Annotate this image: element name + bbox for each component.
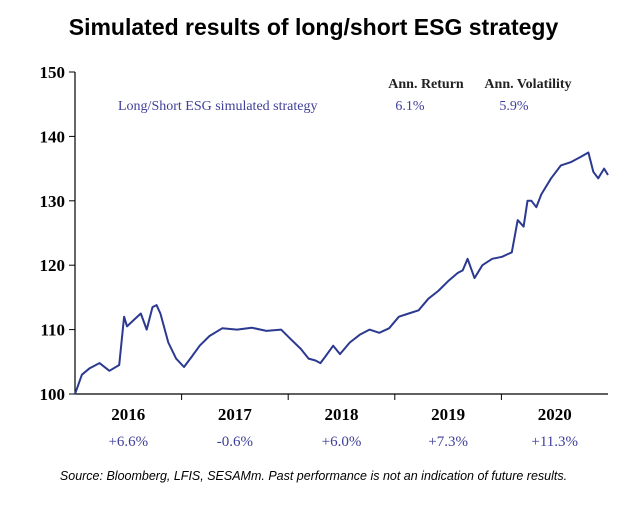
- y-tick-label: 130: [40, 192, 66, 211]
- x-tick-label: 2018: [325, 405, 359, 424]
- x-tick-label: 2017: [218, 405, 253, 424]
- y-tick-label: 110: [40, 321, 65, 340]
- y-tick-label: 120: [40, 256, 66, 275]
- x-tick-label: 2020: [538, 405, 572, 424]
- yearly-return-label: +6.6%: [108, 434, 148, 450]
- chart-title: Simulated results of long/short ESG stra…: [68, 14, 559, 40]
- chart-axes: [74, 72, 608, 395]
- header-ann-return: Ann. Return: [388, 77, 464, 92]
- stats-table: Ann. Return Ann. Volatility Long/Short E…: [118, 77, 572, 114]
- y-tick-label: 150: [40, 63, 66, 82]
- header-ann-volatility: Ann. Volatility: [484, 77, 571, 92]
- yearly-return-label: +6.0%: [322, 434, 362, 450]
- y-axis-ticks: 100 110 120 130 140 150: [40, 63, 75, 404]
- y-tick-label: 100: [40, 385, 66, 404]
- x-tick-label: 2019: [431, 405, 465, 424]
- ann-volatility-value: 5.9%: [499, 99, 529, 114]
- x-tick-label: 2016: [111, 405, 145, 424]
- ann-return-value: 6.1%: [395, 99, 425, 114]
- y-tick-label: 140: [40, 127, 66, 146]
- yearly-return-label: +7.3%: [428, 434, 468, 450]
- yearly-return-label: -0.6%: [217, 434, 253, 450]
- source-note: Source: Bloomberg, LFIS, SESAMm. Past pe…: [59, 469, 568, 483]
- x-axis-years: 2016 +6.6% 2017 -0.6% 2018 +6.0% 2019 +7.3% 2020…: [108, 394, 578, 450]
- series-line-0: [74, 151, 609, 395]
- legend-series-label: Long/Short ESG simulated strategy: [118, 99, 317, 114]
- yearly-return-label: +11.3%: [531, 434, 578, 450]
- series-lines: [74, 151, 609, 395]
